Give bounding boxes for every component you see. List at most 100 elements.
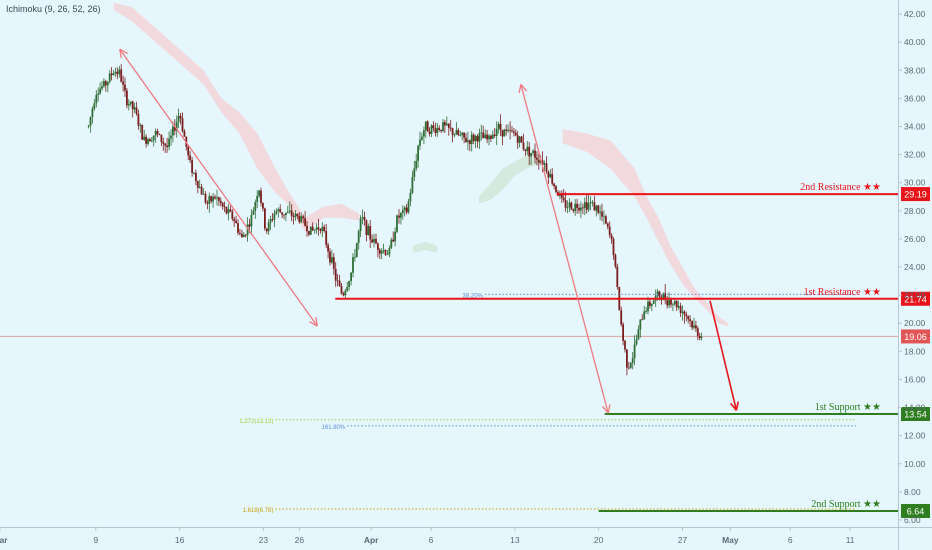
candle-body <box>685 314 688 317</box>
ichimoku-cloud-layer <box>113 2 728 326</box>
candle-body <box>434 128 437 134</box>
y-tick-label: 6.00 <box>904 515 921 525</box>
candle-body <box>689 319 691 322</box>
candle-body <box>637 329 640 340</box>
candle-body <box>576 203 578 208</box>
candle-body <box>382 250 385 251</box>
candle-body <box>459 135 462 136</box>
candle-body <box>666 300 669 306</box>
fib-label: 161.80% <box>322 425 346 431</box>
candle-body <box>145 136 147 144</box>
candle-body <box>574 203 577 212</box>
candle-body <box>110 73 113 75</box>
candle-body <box>239 232 241 234</box>
candle-body <box>388 247 391 255</box>
candle-body <box>89 117 92 126</box>
candle-body <box>403 207 406 210</box>
candle-body <box>605 216 607 224</box>
x-tick-label: 9 <box>93 535 98 545</box>
candle-body <box>103 81 105 87</box>
candle-body <box>189 155 191 161</box>
candle-body <box>582 207 584 209</box>
x-tick-label: 26 <box>295 535 305 545</box>
candle-body <box>501 130 504 137</box>
candle-body <box>455 130 458 135</box>
candle-body <box>262 203 264 209</box>
x-tick-label: Apr <box>364 535 379 545</box>
candle-body <box>465 137 467 143</box>
candle-body <box>308 231 310 235</box>
candle-body <box>108 73 111 82</box>
candle-body <box>158 134 161 135</box>
candle-body <box>229 209 232 212</box>
candle-body <box>551 174 554 184</box>
candle-body <box>244 234 247 236</box>
candle-body <box>302 216 305 219</box>
indicator-label[interactable]: Ichimoku (9, 26, 52, 26) <box>6 4 101 14</box>
candle-body <box>248 224 251 227</box>
candle-body <box>589 202 592 204</box>
candle-body <box>133 107 136 110</box>
candle-body <box>411 177 414 193</box>
candle-body <box>467 140 469 143</box>
candle-body <box>200 186 203 195</box>
candle-body <box>277 209 280 211</box>
candle-body <box>641 319 644 321</box>
candle-body <box>327 244 329 252</box>
candle-body <box>532 150 534 153</box>
candle-body <box>369 226 372 240</box>
candle-body <box>359 218 362 231</box>
candle-body <box>562 197 565 201</box>
candle-body <box>484 134 487 139</box>
candle-body <box>601 211 603 217</box>
candle-body <box>124 84 126 91</box>
candle-body <box>204 193 207 203</box>
level-badge <box>901 187 930 202</box>
y-tick-label: 32.00 <box>904 150 926 160</box>
candle-body <box>398 215 400 218</box>
candle-body <box>580 207 582 211</box>
candle-body <box>304 218 306 226</box>
axes-layer: 6.00 8.00 10.00 12.00 14.00 16.00 18.00 20.00 22… <box>0 9 930 545</box>
candle-body <box>160 134 163 142</box>
candle-body <box>87 125 90 127</box>
candle-body <box>687 316 690 320</box>
candle-body <box>507 129 509 131</box>
candle-body <box>438 127 441 130</box>
candle-body <box>313 229 316 231</box>
candle-body <box>631 358 634 363</box>
candle-body <box>309 226 312 235</box>
candle-body <box>474 136 477 141</box>
candle-body <box>265 228 268 232</box>
arrow-tail <box>119 49 122 59</box>
candle-body <box>560 194 563 198</box>
candle-body <box>311 226 314 231</box>
candle-body <box>620 310 623 325</box>
candle-body <box>396 215 398 232</box>
candle-body <box>350 272 352 282</box>
candle-body <box>187 146 190 156</box>
candle-body <box>451 128 454 136</box>
candle-body <box>147 139 149 144</box>
candle-body <box>626 349 628 368</box>
candle-body <box>378 249 381 254</box>
candle-body <box>315 227 318 230</box>
candle-body <box>423 130 425 137</box>
candle-body <box>141 125 144 140</box>
x-tick-label: 6 <box>788 535 793 545</box>
candle-body <box>99 88 101 94</box>
ichimoku-cloud-bearish <box>113 2 360 232</box>
y-tick-label: 12.00 <box>904 431 926 441</box>
candle-body <box>662 293 665 301</box>
candle-body <box>150 140 153 142</box>
candle-body <box>698 336 701 339</box>
x-tick-label: 11 <box>846 535 855 545</box>
candle-body <box>419 139 421 146</box>
level-label: 2nd Resistance ★★ <box>800 182 881 193</box>
x-tick-label: May <box>722 535 739 545</box>
candle-body <box>116 71 119 75</box>
x-tick-label: 13 <box>510 535 520 545</box>
candle-body <box>503 129 506 137</box>
